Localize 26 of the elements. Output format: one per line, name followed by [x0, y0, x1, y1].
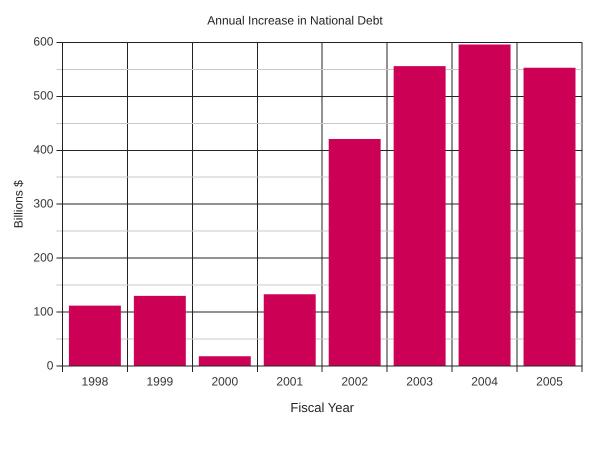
bar	[328, 138, 381, 366]
x-tick-label: 2004	[471, 374, 498, 389]
x-axis-title: Fiscal Year	[290, 400, 355, 415]
y-tick-label: 400	[33, 142, 54, 157]
y-tick-label: 500	[33, 88, 54, 103]
y-axis-title: Billions $	[12, 180, 26, 228]
x-tick-label: 2003	[406, 374, 434, 389]
x-tick-label: 2002	[341, 374, 368, 389]
x-tick-label: 1999	[146, 374, 174, 389]
bar	[264, 294, 316, 366]
bar	[198, 356, 251, 366]
y-tick-label: 100	[33, 304, 54, 318]
bar	[134, 296, 186, 366]
bar	[524, 68, 576, 366]
x-tick-label: 2005	[536, 374, 564, 389]
y-tick-label: 600	[33, 34, 54, 49]
y-tick-label: 200	[33, 250, 54, 264]
x-tick-label: 1998	[82, 374, 109, 389]
bar	[68, 306, 121, 366]
x-tick-label: 2001	[276, 374, 304, 389]
x-tick-label: 2000	[211, 374, 238, 389]
y-tick-label: 0	[46, 358, 54, 372]
bar	[394, 66, 446, 366]
chart-title: Annual Increase in National Debt	[207, 14, 384, 28]
bar	[458, 44, 511, 366]
y-tick-label: 300	[33, 196, 54, 211]
